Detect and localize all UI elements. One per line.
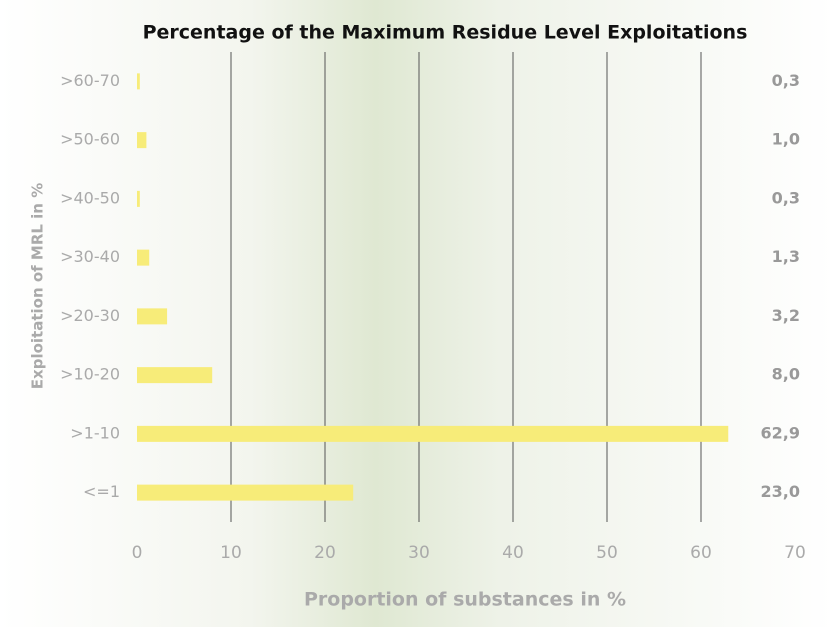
y-tick-label: >40-50 bbox=[60, 188, 120, 207]
x-axis-label: Proportion of substances in % bbox=[304, 589, 626, 611]
bar bbox=[137, 308, 168, 325]
value-label: 62,9 bbox=[761, 423, 800, 442]
value-label: 3,2 bbox=[772, 306, 800, 325]
x-tick-label: 70 bbox=[784, 543, 806, 563]
y-tick-label: >1-10 bbox=[70, 423, 120, 442]
value-label: 1,0 bbox=[772, 130, 800, 149]
x-tick-label: 0 bbox=[132, 543, 143, 563]
value-label: 8,0 bbox=[772, 365, 800, 384]
bar bbox=[137, 484, 354, 501]
bar bbox=[137, 367, 213, 384]
bar bbox=[137, 73, 140, 90]
bar bbox=[137, 132, 147, 149]
y-tick-label: <=1 bbox=[83, 482, 120, 501]
value-label: 0,3 bbox=[772, 188, 800, 207]
y-tick-label: >10-20 bbox=[60, 365, 120, 384]
bar bbox=[137, 425, 729, 442]
x-tick-label: 10 bbox=[220, 543, 242, 563]
x-tick-label: 30 bbox=[408, 543, 430, 563]
value-label: 1,3 bbox=[772, 247, 800, 266]
x-tick-label: 40 bbox=[502, 543, 524, 563]
y-tick-label: >50-60 bbox=[60, 130, 120, 149]
y-axis-label: Exploitation of MRL in % bbox=[29, 183, 47, 389]
chart-title: Percentage of the Maximum Residue Level … bbox=[143, 22, 748, 44]
y-tick-label: >30-40 bbox=[60, 247, 120, 266]
y-tick-label: >60-70 bbox=[60, 71, 120, 90]
bar bbox=[137, 249, 150, 266]
value-label: 23,0 bbox=[761, 482, 800, 501]
y-tick-label: >20-30 bbox=[60, 306, 120, 325]
x-tick-label: 60 bbox=[690, 543, 712, 563]
bar bbox=[137, 190, 140, 207]
x-tick-label: 50 bbox=[596, 543, 618, 563]
value-label: 0,3 bbox=[772, 71, 800, 90]
x-tick-label: 20 bbox=[314, 543, 336, 563]
